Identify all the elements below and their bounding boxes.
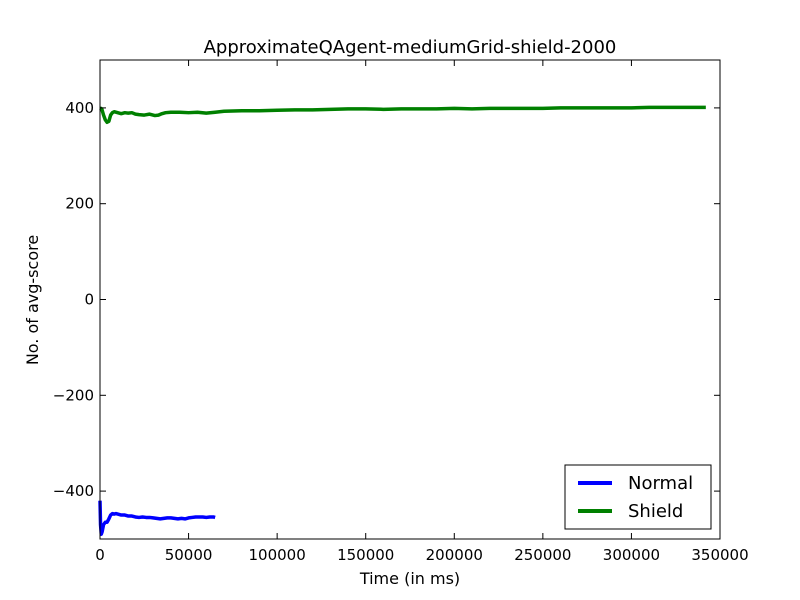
series-line-normal [98,500,216,536]
y-tick-label: 400 [65,99,94,117]
plot-frame [99,59,721,540]
legend: Normal Shield [564,464,712,530]
x-tick-label: 250000 [514,546,571,564]
y-axis-label: No. of avg-score [23,235,42,365]
x-axis-label: Time (in ms) [359,569,460,588]
plot-series [98,105,706,536]
x-tick-label: 150000 [337,546,394,564]
x-tick-label: 300000 [603,546,660,564]
y-tick-label: −400 [53,482,94,500]
legend-box [564,464,712,530]
y-tick-label: 0 [84,291,94,309]
x-tick-label: 200000 [426,546,483,564]
y-tick-label: 200 [65,195,94,213]
x-tick-label: 50000 [165,546,213,564]
y-tick-label: −200 [53,386,94,404]
x-tick-label: 0 [95,546,105,564]
series-line-shield [99,105,706,125]
legend-label-normal: Normal [628,473,693,494]
x-tick-label: 350000 [691,546,748,564]
legend-label-shield: Shield [628,501,683,522]
x-tick-label: 100000 [249,546,306,564]
chart-title: ApproximateQAgent-mediumGrid-shield-2000 [204,37,617,58]
axis-ticks: 0 50000 100000 150000 200000 250000 300000 3500… [53,60,749,564]
